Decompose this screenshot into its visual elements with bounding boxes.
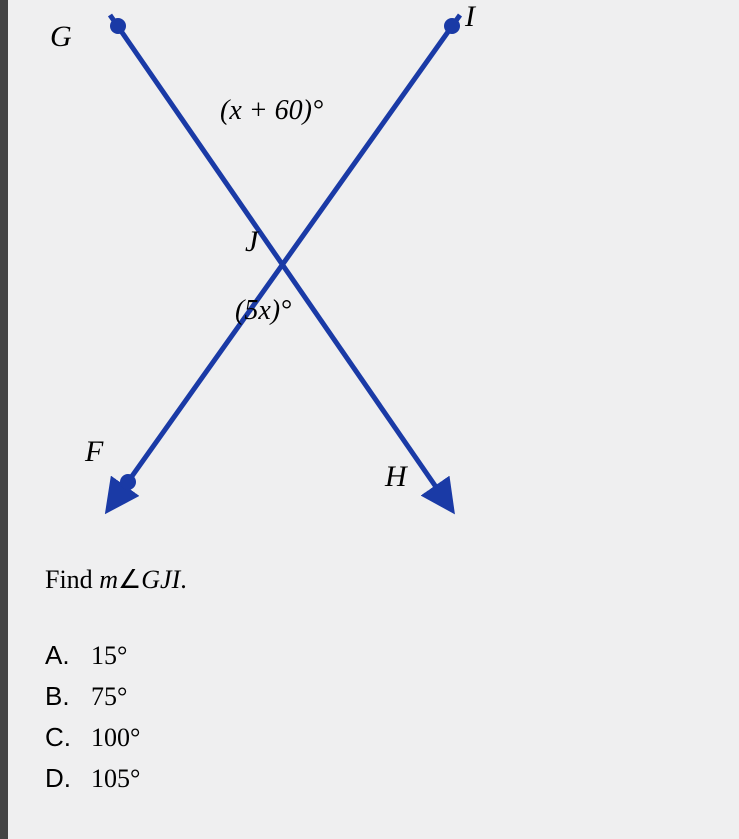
geometry-diagram: G I J F H (x + 60)° (5x)° [20, 0, 580, 540]
ray-gh [110, 15, 445, 500]
option-value: 100° [91, 723, 140, 753]
label-g: G [50, 20, 72, 54]
angle-symbol-icon: ∠ [118, 565, 141, 594]
question-text: Find m∠GJI. [45, 565, 187, 595]
option-value: 105° [91, 764, 140, 794]
question-prefix: Find [45, 565, 99, 594]
label-h: H [385, 460, 407, 494]
label-i: I [465, 0, 475, 34]
question-suffix: . [180, 565, 187, 594]
left-strip [0, 0, 8, 839]
option-d[interactable]: D. 105° [45, 763, 140, 794]
option-value: 75° [91, 682, 127, 712]
point-f-dot [120, 474, 136, 490]
question-angle-name: GJI [141, 565, 180, 594]
point-i-dot [444, 18, 460, 34]
option-letter: B. [45, 681, 91, 712]
question-m: m [99, 565, 118, 594]
answer-options: A. 15° B. 75° C. 100° D. 105° [45, 640, 140, 804]
option-a[interactable]: A. 15° [45, 640, 140, 671]
option-c[interactable]: C. 100° [45, 722, 140, 753]
option-value: 15° [91, 641, 127, 671]
angle-bottom-label: (5x)° [235, 295, 291, 327]
option-letter: D. [45, 763, 91, 794]
label-j: J [245, 225, 258, 259]
diagram-svg [20, 0, 580, 540]
option-letter: C. [45, 722, 91, 753]
option-letter: A. [45, 640, 91, 671]
point-g-dot [110, 18, 126, 34]
ray-if [115, 15, 460, 500]
option-b[interactable]: B. 75° [45, 681, 140, 712]
label-f: F [85, 435, 103, 469]
angle-top-label: (x + 60)° [220, 95, 323, 127]
